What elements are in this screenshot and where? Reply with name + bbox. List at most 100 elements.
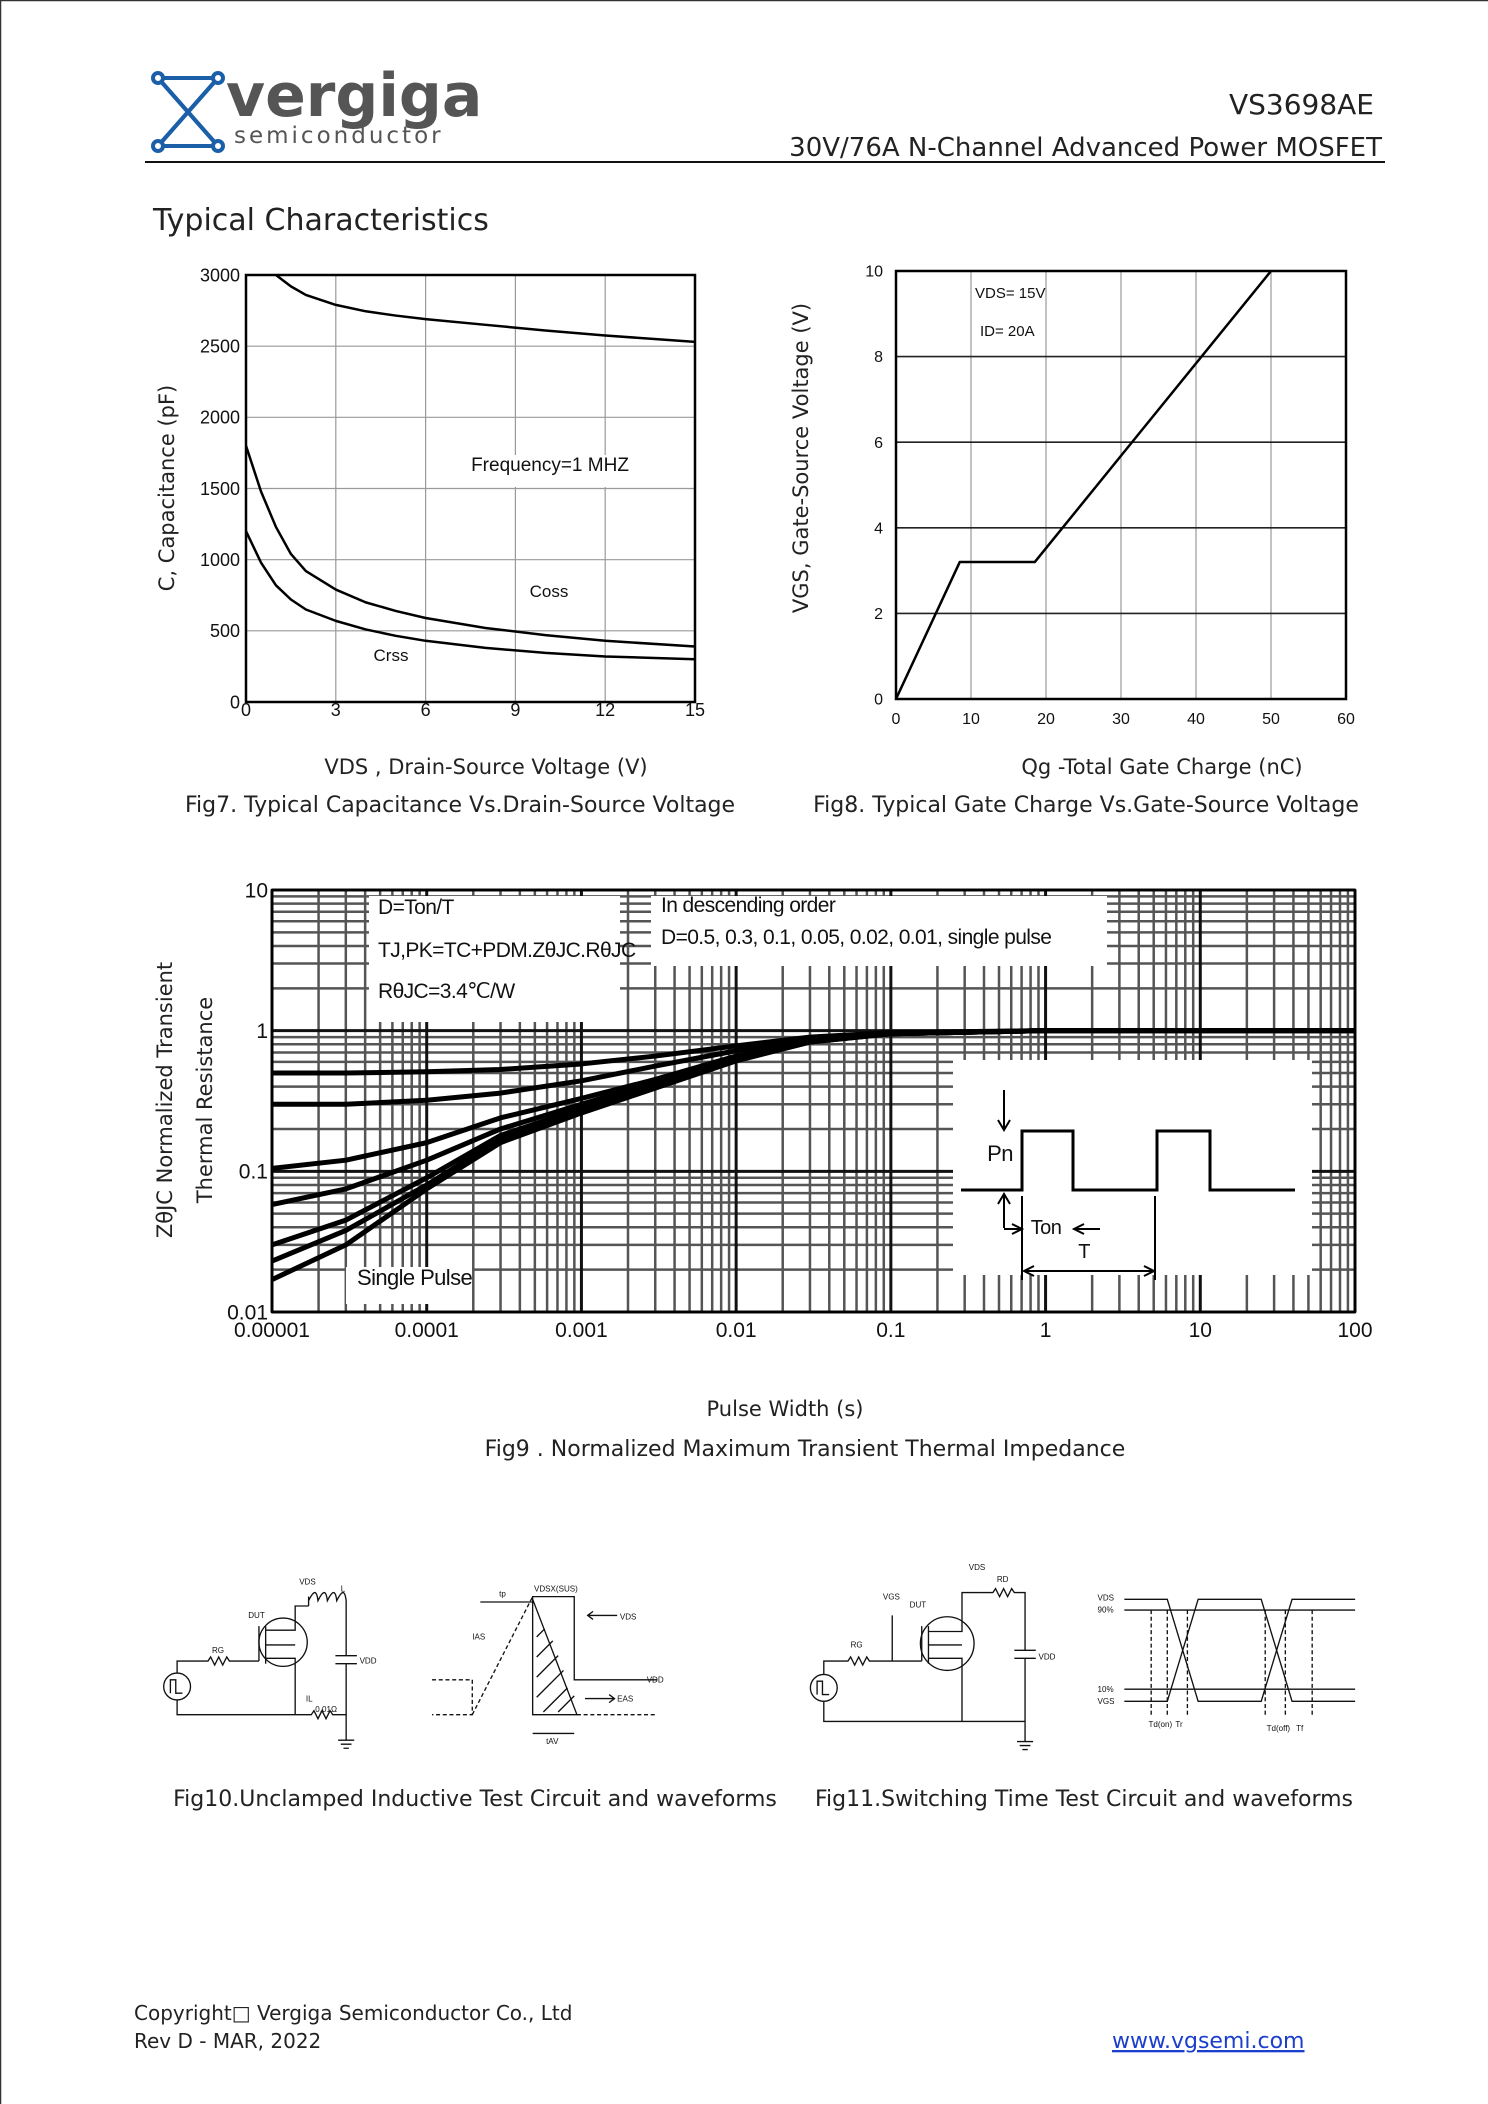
y-tick-label: 3000 <box>200 265 240 285</box>
diagram-label: Td(on) <box>1148 1720 1172 1729</box>
figure-caption: Fig10.Unclamped Inductive Test Circuit a… <box>173 1787 777 1812</box>
series-line <box>246 530 695 661</box>
logo-icon <box>151 71 225 153</box>
diagram-label: VDS <box>620 1612 637 1621</box>
annotation: D=Ton/T <box>378 896 455 919</box>
plot-frame <box>894 269 1348 701</box>
fig11-diagram: VDS RD DUT VGS RG VDD VDS 90% 10% VGS Td… <box>809 1563 1356 1751</box>
diagram-label: 0.01Ω <box>315 1705 337 1714</box>
diagram-label: VDS <box>969 1563 986 1572</box>
y-tick-label: 10 <box>865 264 883 281</box>
fig10-diagram: VDS L DUT RG VDD IL 0.01Ω tp VDSX(SUS) V… <box>163 1578 664 1749</box>
y-tick-label: 500 <box>210 621 240 641</box>
annotation: Single Pulse <box>357 1265 472 1290</box>
series-line <box>896 270 1272 700</box>
annotation: Ton <box>1031 1217 1061 1239</box>
annotation: VDS= 15V <box>975 285 1045 302</box>
plot-frame <box>244 273 697 704</box>
logo-subtitle: semiconductor <box>234 123 444 149</box>
x-tick-label: 0.1 <box>876 1319 905 1342</box>
diagram-label: RG <box>851 1641 863 1650</box>
x-tick-label: 9 <box>510 700 520 720</box>
annotation: D=0.5, 0.3, 0.1, 0.05, 0.02, 0.01, singl… <box>661 926 1051 949</box>
series-line <box>275 274 695 344</box>
figure-caption: Fig7. Typical Capacitance Vs.Drain-Sourc… <box>185 793 735 818</box>
x-tick-label: 20 <box>1037 711 1055 728</box>
inset-arrows <box>997 1090 1157 1280</box>
annotation-background <box>651 896 1107 966</box>
figure-caption: Fig8. Typical Gate Charge Vs.Gate-Source… <box>813 793 1359 818</box>
diagram-label: tp <box>499 1590 506 1599</box>
diagram-label: EAS <box>617 1694 633 1703</box>
diagram-label: RD <box>997 1575 1009 1584</box>
y-tick-label: 0 <box>874 692 883 709</box>
diagram-label: tAV <box>546 1737 559 1746</box>
x-tick-label: 0.00001 <box>234 1319 310 1342</box>
x-tick-label: 10 <box>962 711 980 728</box>
y-tick-label: 1000 <box>200 550 240 570</box>
x-tick-label: 1 <box>1040 1319 1052 1342</box>
diagram-label: VDS <box>1098 1594 1115 1603</box>
diagram-label: VDD <box>360 1657 377 1666</box>
series-line <box>246 445 695 648</box>
diagram-label: Tf <box>1296 1724 1304 1733</box>
y-tick-label: 10 <box>245 879 268 902</box>
y-tick-label: 0 <box>230 692 240 712</box>
x-tick-label: 15 <box>685 700 705 720</box>
annotation: Coss <box>530 582 569 601</box>
diagram-label: IAS <box>472 1633 485 1642</box>
website-link[interactable]: www.vgsemi.com <box>1112 2029 1304 2054</box>
x-tick-label: 12 <box>595 700 615 720</box>
x-tick-label: 50 <box>1262 711 1280 728</box>
chart: 0 3 6 9 12 15 0 500 1000 1500 2000 2500 3000 Frequenc… <box>155 265 735 818</box>
x-tick-label: 0.001 <box>555 1319 608 1342</box>
diagram-label: VGS <box>883 1592 900 1601</box>
x-tick-label: 40 <box>1187 711 1205 728</box>
chart: 0.00001 0.0001 0.001 0.01 0.1 1 10 100 0.01 0.1 1 1… <box>153 879 1373 1462</box>
y-tick-label: 8 <box>874 349 883 366</box>
x-tick-label: 0 <box>241 700 251 720</box>
y-tick-label: 4 <box>874 520 883 537</box>
x-tick-label: 0 <box>892 711 901 728</box>
diagram-label: VDD <box>647 1675 664 1684</box>
y-tick-label: 0.1 <box>239 1161 268 1184</box>
x-tick-label: 6 <box>421 700 431 720</box>
x-tick-label: 100 <box>1337 1319 1372 1342</box>
annotation: Pn <box>987 1141 1013 1166</box>
plot-frame <box>270 888 1357 1314</box>
figure-caption: Fig9 . Normalized Maximum Transient Ther… <box>485 1437 1126 1462</box>
y-axis-label: C, Capacitance (pF) <box>155 385 179 591</box>
logo-name: vergiga <box>226 61 482 131</box>
annotation: RθJC=3.4℃/W <box>378 980 515 1003</box>
x-tick-label: 60 <box>1337 711 1355 728</box>
website-text[interactable]: www.vgsemi.com <box>1112 2029 1304 2054</box>
y-tick-label: 2500 <box>200 336 240 356</box>
diagram-label: L <box>341 1584 346 1593</box>
y-tick-label: 1 <box>256 1020 268 1043</box>
diagram-label: 10% <box>1098 1685 1114 1694</box>
annotation: T <box>1078 1241 1090 1263</box>
figure-caption: Fig11.Switching Time Test Circuit and wa… <box>815 1787 1353 1812</box>
annotation-background <box>346 1267 472 1304</box>
chart: 0 10 20 30 40 50 60 0 2 4 6 8 10 VDS= 15V ID= 20A Qg -T… <box>789 264 1359 818</box>
x-axis-label: VDS , Drain-Source Voltage (V) <box>324 755 647 779</box>
y-axis-label: ZθJC Normalized Transient <box>153 962 177 1238</box>
product-subtitle: 30V/76A N-Channel Advanced Power MOSFET <box>789 133 1382 163</box>
y-tick-label: 2000 <box>200 408 240 428</box>
section-title: Typical Characteristics <box>152 203 489 238</box>
diagram-label: Td(off) <box>1267 1724 1291 1733</box>
annotation: In descending order <box>661 894 836 917</box>
x-tick-label: 10 <box>1189 1319 1212 1342</box>
y-axis-label: VGS, Gate-Source Voltage (V) <box>789 303 813 613</box>
diagram-label: RG <box>212 1646 224 1655</box>
annotation: ID= 20A <box>980 323 1035 340</box>
annotation-background <box>460 455 640 487</box>
x-axis-label: Pulse Width (s) <box>707 1397 864 1421</box>
diagram-label: Tr <box>1175 1720 1183 1729</box>
annotation-background <box>369 896 620 1022</box>
diagram-label: DUT <box>910 1600 927 1609</box>
diagram-label: 90% <box>1098 1606 1114 1615</box>
copyright: Copyright□ Vergiga Semiconductor Co., Lt… <box>134 2001 572 2025</box>
diagram-label: DUT <box>248 1611 265 1620</box>
